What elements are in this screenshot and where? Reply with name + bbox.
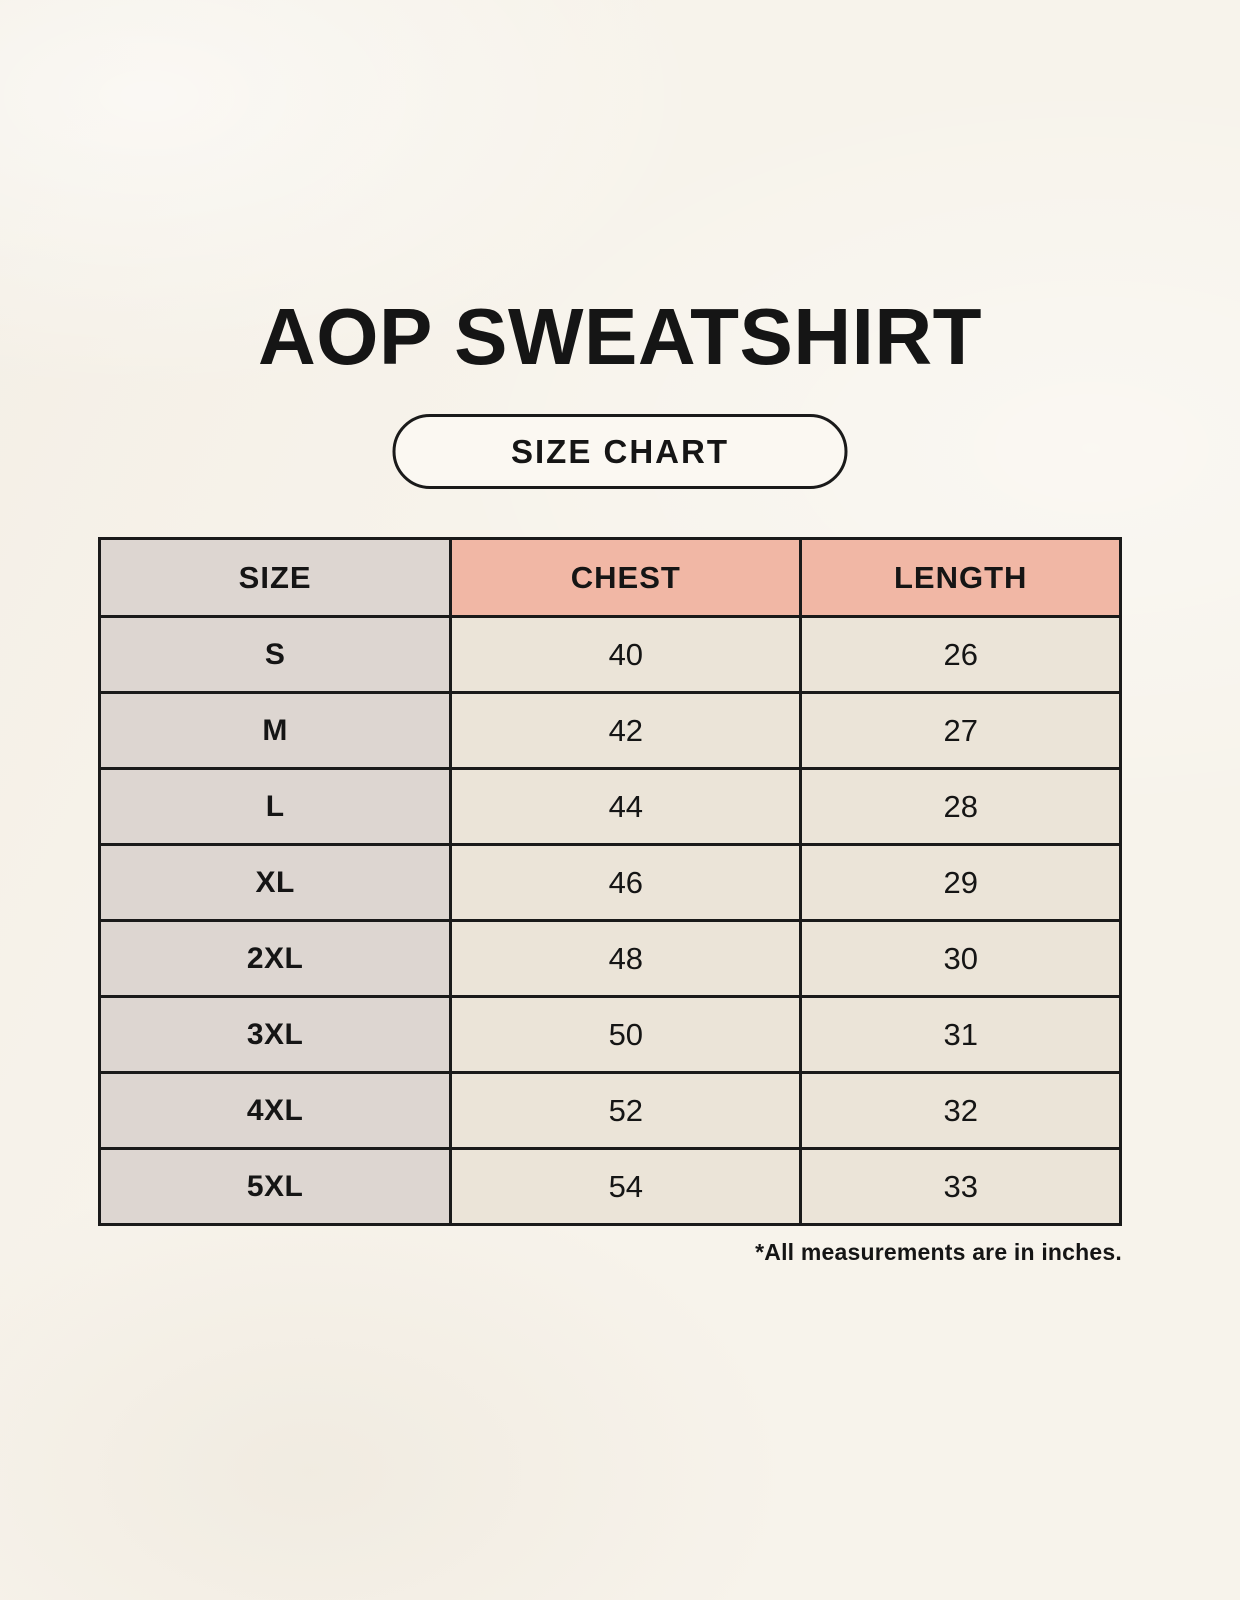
table-row: 2XL 48 30 — [97, 919, 1122, 998]
chest-value: 52 — [449, 1071, 803, 1150]
length-value: 30 — [799, 919, 1122, 998]
size-label: 2XL — [97, 919, 453, 998]
size-chart-badge: SIZE CHART — [392, 414, 848, 489]
table-row: XL 46 29 — [97, 843, 1122, 922]
chest-value: 48 — [449, 919, 803, 998]
chest-value: 44 — [449, 767, 803, 846]
table-row: 3XL 50 31 — [97, 995, 1122, 1074]
table-row: M 42 27 — [97, 691, 1122, 770]
size-chart-badge-label: SIZE CHART — [511, 432, 729, 470]
header-row: SIZE CHEST LENGTH — [97, 537, 1122, 618]
length-value: 32 — [799, 1071, 1122, 1150]
size-table-body: S 40 26 M 42 27 L 44 28 XL 46 29 2XL 48 30 3XL 50 31 4XL 52… — [97, 615, 1122, 1226]
length-value: 31 — [799, 995, 1122, 1074]
chest-value: 54 — [449, 1147, 803, 1226]
chest-value: 42 — [449, 691, 803, 770]
column-header-length: LENGTH — [799, 537, 1122, 618]
size-label: 3XL — [97, 995, 453, 1074]
size-label: 5XL — [97, 1147, 453, 1226]
page-title: AOP SWEATSHIRT — [257, 292, 983, 381]
size-label: L — [97, 767, 453, 846]
length-value: 29 — [799, 843, 1122, 922]
table-row: S 40 26 — [97, 615, 1122, 694]
length-value: 27 — [799, 691, 1122, 770]
size-chart-table-container: SIZE CHEST LENGTH S 40 26 M 42 27 L 44 28 XL 46 29 2… — [97, 537, 1122, 1266]
measurements-footnote: *All measurements are in inches. — [755, 1239, 1122, 1265]
table-row: 5XL 54 33 — [97, 1147, 1122, 1226]
table-row: 4XL 52 32 — [97, 1071, 1122, 1150]
size-label: M — [97, 691, 453, 770]
size-label: 4XL — [97, 1071, 453, 1150]
column-header-chest: CHEST — [449, 537, 803, 618]
table-header: SIZE CHEST LENGTH — [97, 537, 1122, 618]
size-label: S — [97, 615, 453, 694]
length-value: 33 — [799, 1147, 1122, 1226]
chest-value: 46 — [449, 843, 803, 922]
length-value: 26 — [799, 615, 1122, 694]
chest-value: 40 — [449, 615, 803, 694]
length-value: 28 — [799, 767, 1122, 846]
chest-value: 50 — [449, 995, 803, 1074]
table-row: L 44 28 — [97, 767, 1122, 846]
size-chart-table: SIZE CHEST LENGTH S 40 26 M 42 27 L 44 28 XL 46 29 2… — [97, 537, 1122, 1226]
size-label: XL — [97, 843, 453, 922]
column-header-size: SIZE — [97, 537, 453, 618]
